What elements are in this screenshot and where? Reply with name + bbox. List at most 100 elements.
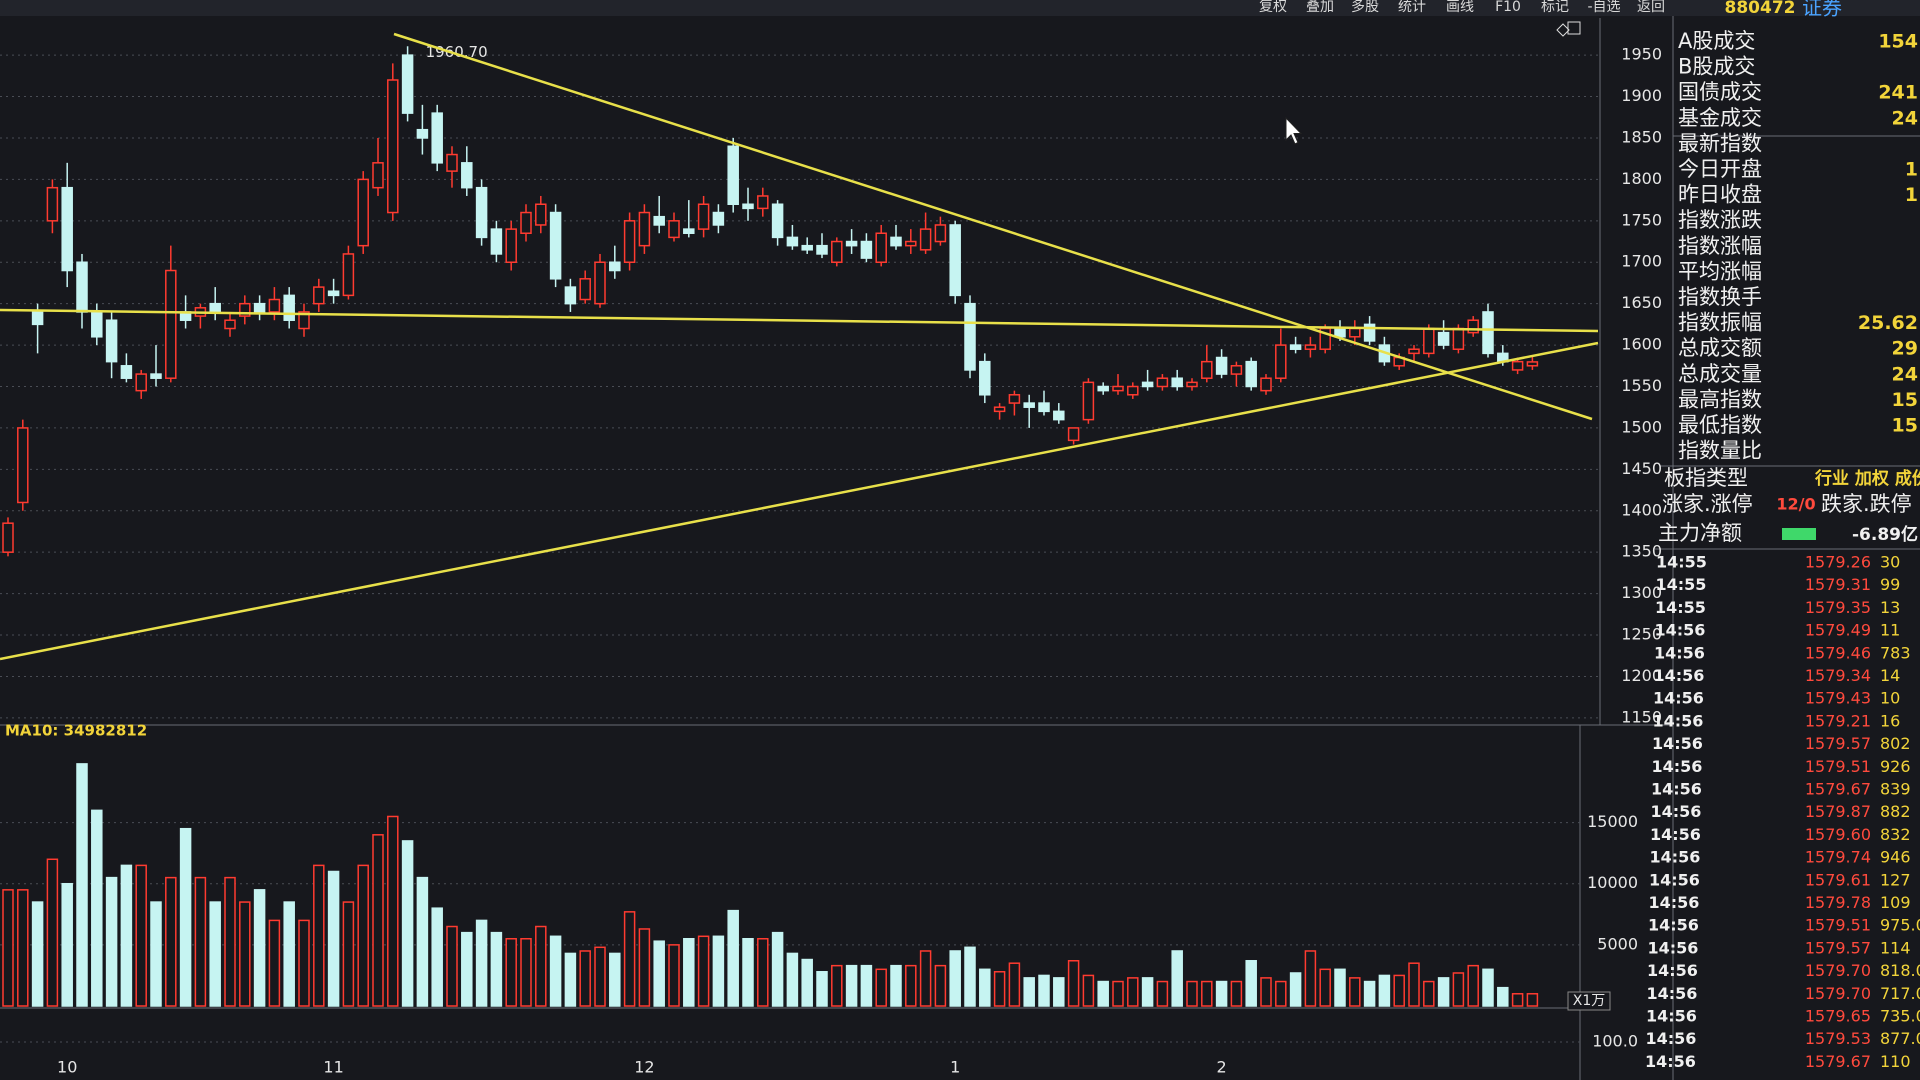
panel-label: 跌家.跌停 [1821,492,1912,516]
tick-volume: 13 [1880,598,1900,617]
layout-icon[interactable] [1567,21,1581,35]
toolbar-button[interactable]: 叠加 [1306,0,1334,15]
volume-bar [1260,977,1272,1007]
volume-bar [757,938,769,1007]
candle-body [17,427,29,504]
tick-volume: 882 [1880,802,1911,821]
diamond-icon[interactable] [1556,23,1570,37]
candle-body [771,203,784,239]
y-tick-label: 1500 [1621,417,1662,436]
candle-body [993,406,1006,413]
y-tick-label: 15000 [1587,812,1638,831]
candle-body [979,360,991,396]
candle-body [623,220,636,263]
tick-price: 1579.67 [1805,780,1871,799]
volume-bar [2,889,14,1007]
volume-bar [1423,980,1435,1007]
volume-bar [1112,980,1124,1007]
volume-bar [535,925,547,1007]
volume-bar [1452,972,1465,1007]
tick-time: 14:56 [1654,666,1705,685]
candle-body [46,186,59,222]
candle-body [845,240,858,247]
tick-time: 14:56 [1653,689,1704,708]
volume-bar [742,938,754,1007]
candle-body [1127,385,1139,396]
y-tick-label: 1250 [1621,625,1662,644]
candle-body [268,298,281,313]
candle-body [535,203,547,226]
candle-body [1275,344,1287,379]
tick-time: 14:56 [1649,893,1700,912]
volume-bar [194,876,207,1007]
candle-body [742,203,754,210]
volume-bar [1186,980,1198,1007]
toolbar-button[interactable]: 复权 [1259,0,1287,15]
candle-body [801,244,813,251]
y-tick-label: 10000 [1587,873,1638,892]
candle-body [549,211,562,280]
tick-price: 1579.51 [1805,916,1871,935]
tick-price: 1579.70 [1805,984,1871,1003]
y-tick-label: 1300 [1621,583,1662,602]
candle-body [1408,348,1420,355]
volume-bar [1378,974,1391,1007]
tick-time: 14:56 [1652,757,1703,776]
volume-bar [1215,980,1228,1007]
panel-value: 12/0 [1776,495,1815,514]
y-tick-label: 1850 [1621,127,1662,146]
y-tick-label: 1550 [1621,376,1662,395]
tick-volume: 99 [1880,575,1900,594]
volume-bar [76,763,88,1007]
tick-volume: 926 [1880,757,1911,776]
volume-bar [209,901,221,1007]
volume-bar [609,952,621,1007]
toolbar-button[interactable]: 画线 [1446,0,1474,15]
candle-body [1482,311,1494,355]
volume-bar [1275,980,1287,1007]
tick-volume: 832 [1880,825,1911,844]
tick-price: 1579.87 [1805,802,1871,821]
panel-label: 最高指数 [1678,387,1762,411]
candle-body [327,290,340,297]
volume-bar [831,964,843,1007]
volume-bar [786,952,799,1007]
tick-price: 1579.74 [1805,848,1871,867]
candle-body [905,240,917,247]
tick-time: 14:55 [1655,598,1706,617]
volume-bar [801,958,813,1007]
unit-label: X1万 [1573,993,1606,1009]
volume-bar [505,938,517,1007]
volume-bar [1127,977,1139,1007]
panel-label: 昨日收盘 [1678,183,1762,207]
toolbar-button[interactable]: 返回 [1637,0,1665,15]
volume-bar [179,827,192,1007]
candle-body [1452,327,1465,350]
candle-body [919,228,932,251]
toolbar-button[interactable]: F10 [1495,0,1521,15]
toolbar-button[interactable]: -自选 [1587,0,1620,15]
tick-volume: 946 [1880,848,1911,867]
toolbar-button[interactable]: 统计 [1398,0,1426,15]
volume-bar [712,935,725,1007]
candle-body [1526,361,1539,367]
candle-body [697,203,710,230]
volume-bar [564,952,577,1007]
tick-volume: 14 [1880,666,1900,685]
mouse-cursor [1285,116,1303,145]
tick-time: 14:56 [1647,984,1698,1003]
volume-bar [31,901,44,1007]
toolbar-button[interactable]: 多股 [1351,0,1379,15]
candle-body [564,286,577,305]
toolbar-button[interactable]: 标记 [1541,0,1569,15]
candle-body [609,261,621,272]
volume-bar [816,971,828,1007]
tick-time: 14:56 [1646,1007,1697,1026]
tick-time: 14:56 [1645,1052,1696,1071]
volume-bar [401,840,414,1007]
candle-body [1349,327,1361,338]
panel-label: B股成交 [1678,55,1755,79]
volume-bar [771,931,784,1007]
